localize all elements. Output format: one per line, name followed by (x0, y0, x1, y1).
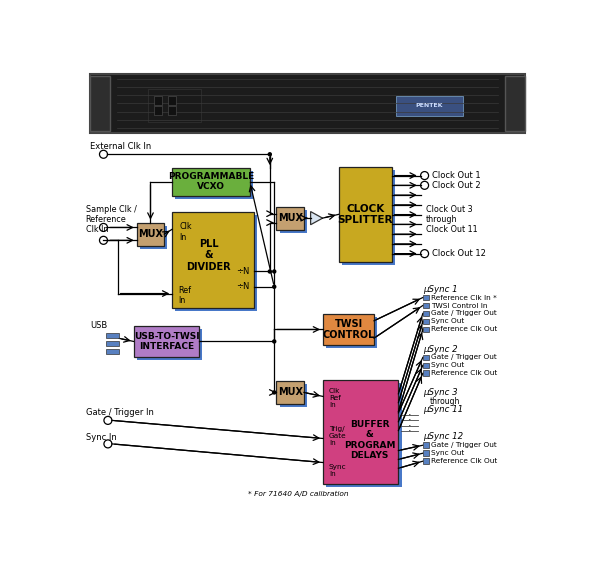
Bar (175, 215, 257, 311)
Bar (423, 327, 428, 332)
Text: Trig/
Gate
In: Trig/ Gate In (329, 426, 346, 446)
Bar (154, 96, 163, 105)
Bar (396, 96, 463, 116)
Text: ÷N: ÷N (236, 282, 249, 291)
Text: Gate / Trigger Out: Gate / Trigger Out (431, 310, 497, 316)
Circle shape (272, 339, 277, 344)
Text: Gate / Trigger Out: Gate / Trigger Out (431, 354, 497, 361)
Bar (172, 213, 254, 308)
Text: * For 71640 A/D calibration: * For 71640 A/D calibration (248, 491, 348, 497)
Text: Reference Clk Out: Reference Clk Out (431, 458, 497, 464)
Circle shape (272, 285, 277, 289)
Text: PLL
&
DIVIDER: PLL & DIVIDER (187, 238, 231, 272)
Text: Sync Out: Sync Out (431, 450, 464, 456)
Text: Reference Clk Out: Reference Clk Out (431, 370, 497, 376)
Bar (168, 96, 176, 105)
Bar (137, 222, 164, 245)
Text: μSync 11: μSync 11 (423, 406, 463, 414)
Bar (280, 210, 307, 233)
Bar (134, 327, 199, 357)
Bar (280, 384, 307, 407)
Text: μSync 2: μSync 2 (423, 345, 457, 354)
Text: Sync
In: Sync In (329, 464, 346, 477)
Text: through: through (430, 397, 460, 406)
Bar (323, 380, 398, 484)
Bar (175, 171, 253, 199)
Text: Gate / Trigger In: Gate / Trigger In (86, 408, 154, 417)
Bar (137, 329, 202, 359)
Bar (172, 168, 250, 195)
Bar (423, 370, 428, 376)
Text: Clock Out 3
through
Clock Out 11: Clock Out 3 through Clock Out 11 (426, 204, 478, 234)
Bar (423, 442, 428, 448)
Text: MUX: MUX (278, 213, 303, 223)
Text: μSync 12: μSync 12 (423, 432, 463, 441)
Bar (154, 106, 163, 115)
Text: ·: · (407, 410, 412, 420)
Text: Clk
In: Clk In (179, 222, 192, 241)
Text: Clock Out 12: Clock Out 12 (431, 249, 485, 258)
Bar (106, 348, 119, 354)
Text: μSync 3: μSync 3 (423, 388, 457, 397)
Bar (106, 332, 119, 338)
Text: TWSI Control In: TWSI Control In (431, 302, 487, 309)
Text: Clock Out 2: Clock Out 2 (431, 181, 481, 190)
Text: Ref
In: Ref In (178, 286, 191, 305)
Circle shape (268, 152, 272, 157)
Circle shape (272, 270, 277, 274)
Bar (148, 89, 201, 122)
Text: External Clk In: External Clk In (90, 142, 151, 151)
Bar (423, 354, 428, 361)
Bar (277, 381, 304, 404)
Bar (423, 302, 428, 308)
Text: USB: USB (90, 321, 107, 330)
Text: Gate / Trigger Out: Gate / Trigger Out (431, 442, 497, 448)
Text: Sync In: Sync In (86, 433, 116, 442)
Circle shape (272, 390, 277, 395)
Bar (326, 317, 377, 348)
Circle shape (268, 270, 272, 274)
Text: Reference Clk Out: Reference Clk Out (431, 327, 497, 332)
Text: Sync Out: Sync Out (431, 362, 464, 369)
Text: PROGRAMMABLE
VCXO: PROGRAMMABLE VCXO (168, 172, 254, 191)
Bar (505, 76, 525, 131)
Text: PENTEK: PENTEK (416, 103, 443, 108)
Text: ·: · (407, 415, 412, 426)
Text: USB-TO-TWSI
INTERFACE: USB-TO-TWSI INTERFACE (134, 332, 199, 351)
Text: Clk
Ref
In: Clk Ref In (329, 388, 341, 408)
Bar (106, 340, 119, 346)
Text: MUX: MUX (278, 388, 303, 397)
Bar (423, 295, 428, 301)
Bar (423, 310, 428, 316)
Text: MUX: MUX (138, 229, 163, 239)
Text: Reference Clk In *: Reference Clk In * (431, 294, 497, 301)
Bar (423, 362, 428, 368)
Text: Sync Out: Sync Out (431, 319, 464, 324)
Text: TWSI
CONTROL: TWSI CONTROL (322, 319, 375, 340)
Bar (341, 170, 395, 265)
Text: Sample Clk /
Reference
Clk In: Sample Clk / Reference Clk In (86, 204, 137, 234)
Bar (90, 74, 525, 134)
Bar (90, 76, 110, 131)
Bar (168, 106, 176, 115)
Bar (323, 314, 374, 345)
Bar (423, 450, 428, 456)
Bar (277, 207, 304, 230)
Bar (326, 382, 401, 487)
Bar (338, 166, 392, 262)
Text: BUFFER
&
PROGRAM
DELAYS: BUFFER & PROGRAM DELAYS (344, 420, 395, 460)
Text: Clock Out 1: Clock Out 1 (431, 171, 481, 180)
Polygon shape (311, 211, 323, 225)
Text: ·: · (407, 420, 412, 431)
Bar (423, 458, 428, 464)
Text: ·: · (407, 426, 412, 436)
Bar (140, 226, 167, 249)
Text: CLOCK
SPLITTER: CLOCK SPLITTER (337, 203, 393, 225)
Text: ÷N: ÷N (236, 267, 249, 276)
Text: μSync 1: μSync 1 (423, 285, 457, 294)
Bar (423, 319, 428, 324)
